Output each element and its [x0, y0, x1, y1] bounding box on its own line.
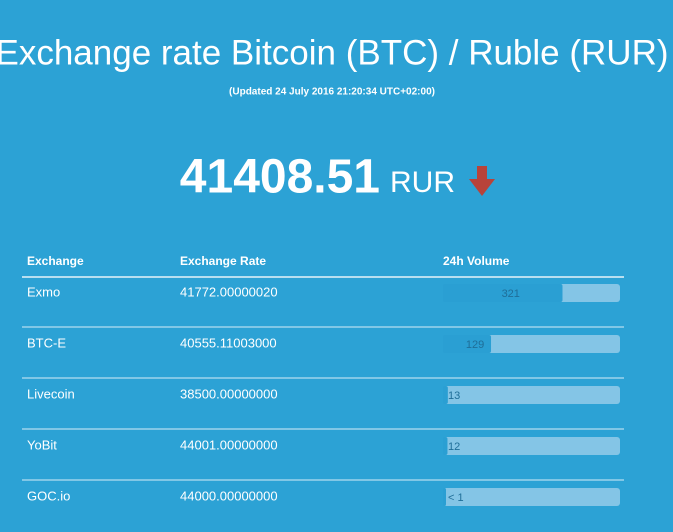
exchange-name: Livecoin [27, 386, 75, 401]
column-header: Exchange [27, 254, 84, 268]
volume-bar [443, 488, 446, 506]
column-header: 24h Volume [443, 254, 510, 268]
volume-bar [443, 437, 448, 455]
updated-time: (Updated 24 July 2016 21:20:34 UTC+02:00… [229, 87, 435, 98]
page-title: Exchange rate Bitcoin (BTC) / Ruble (RUR… [0, 33, 669, 72]
exchange-name: BTC-E [27, 335, 66, 350]
volume-label: 13 [448, 390, 460, 402]
exchange-name: YoBit [27, 437, 57, 452]
price-value: 41408.51 [180, 151, 380, 204]
volume-track [443, 488, 620, 506]
exchange-name: Exmo [27, 284, 60, 299]
volume-bar [443, 335, 492, 353]
exchange-rate: 41772.00000020 [180, 284, 278, 299]
column-header: Exchange Rate [180, 254, 266, 268]
volume-label: 12 [448, 441, 460, 453]
price-currency: RUR [390, 166, 455, 199]
down-arrow [469, 166, 495, 196]
volume-label: < 1 [448, 492, 464, 504]
volume-bar [443, 386, 448, 404]
exchange-rate: 40555.11003000 [180, 335, 277, 350]
volume-track [443, 386, 620, 404]
volume-bar [443, 284, 563, 302]
volume-label: 129 [466, 339, 484, 351]
volume-label: 321 [502, 288, 520, 300]
volume-track [443, 437, 620, 455]
exchange-rate: 38500.00000000 [180, 386, 278, 401]
exchange-name: GOC.io [27, 488, 70, 503]
exchange-rate: 44000.00000000 [180, 488, 278, 503]
exchange-rate: 44001.00000000 [180, 437, 278, 452]
